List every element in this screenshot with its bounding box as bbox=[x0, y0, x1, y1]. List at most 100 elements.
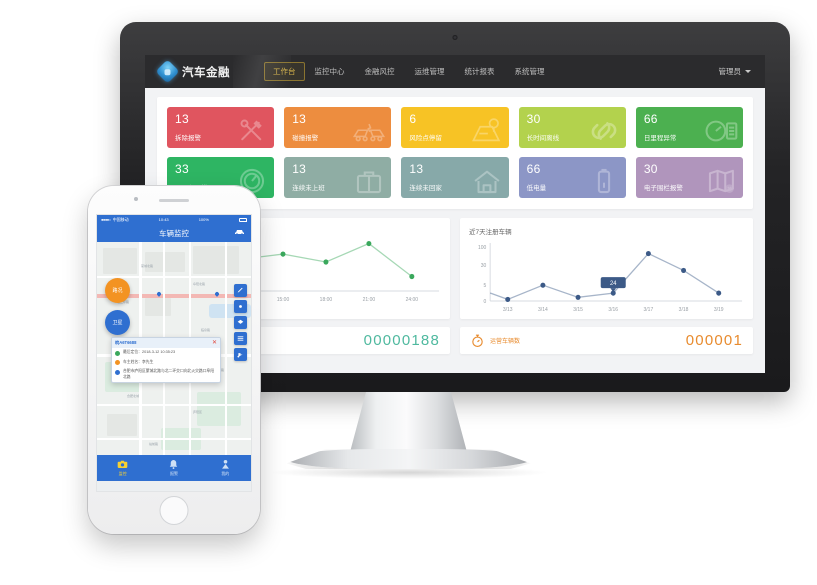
popup-header: 皖A6T6688 ✕ bbox=[112, 338, 220, 348]
tab-monitor[interactable]: 监控 bbox=[97, 459, 148, 477]
battery-icon bbox=[587, 166, 621, 196]
webcam-icon bbox=[452, 35, 458, 40]
speedometer-icon bbox=[235, 166, 269, 196]
layers-tool-icon[interactable] bbox=[234, 316, 247, 329]
stat-card-low-battery[interactable]: 66 低电量 bbox=[518, 157, 626, 198]
stat-card-risk-point-stay[interactable]: 6 风险点停留 bbox=[401, 107, 509, 148]
stat-label: 低电量 bbox=[526, 185, 547, 192]
status-dot-icon bbox=[115, 360, 120, 365]
status-dot-icon bbox=[115, 350, 120, 356]
bell-icon bbox=[170, 460, 178, 469]
brand-text: 汽车金融 bbox=[182, 66, 230, 79]
carrier-label: 中国移动 bbox=[112, 216, 129, 222]
edit-tool-icon[interactable] bbox=[234, 284, 247, 297]
counter-label: 运营车辆数 bbox=[490, 339, 521, 345]
user-menu-label: 管理员 bbox=[718, 67, 742, 76]
traffic-fab[interactable]: 路况 bbox=[105, 278, 130, 303]
map-label: 合肥北城 bbox=[127, 394, 140, 398]
person-icon bbox=[221, 459, 229, 469]
stat-card-long-offline[interactable]: 30 长时间离线 bbox=[518, 107, 626, 148]
close-icon[interactable]: ✕ bbox=[211, 340, 217, 346]
stat-cards-panel: 13 拆除报警 13 碰撞报警 bbox=[157, 97, 753, 209]
monitor-shadow bbox=[268, 466, 549, 479]
list-tool-icon[interactable] bbox=[234, 332, 247, 345]
stat-label: 碰撞报警 bbox=[292, 135, 319, 142]
svg-text:21:00: 21:00 bbox=[363, 297, 376, 303]
stat-value: 13 bbox=[175, 112, 189, 126]
stat-value: 30 bbox=[643, 162, 658, 176]
stat-value: 30 bbox=[526, 112, 541, 126]
svg-text:3/18: 3/18 bbox=[679, 307, 689, 313]
stat-label: 连续未上班 bbox=[292, 185, 325, 192]
brand[interactable]: 汽车金融 bbox=[155, 59, 230, 84]
svg-text:18:00: 18:00 bbox=[320, 297, 333, 303]
mobile-phone: ●●●●○ 中国移动 10:43 100% 车辆监控 bbox=[88, 186, 260, 534]
desktop-screen: 汽车金融 工作台 监控中心 金融风控 运维管理 统计报表 系统管理 管理员 bbox=[145, 55, 765, 373]
stat-card-daily-mileage-abnormal[interactable]: 66 日里程异常 bbox=[635, 107, 744, 148]
popup-row: 车主姓名：李先生 bbox=[112, 358, 220, 368]
link-broken-icon bbox=[587, 116, 621, 146]
tab-profile[interactable]: 我的 bbox=[200, 459, 251, 477]
popup-tail bbox=[128, 382, 136, 383]
nav-item-ops-management[interactable]: 运维管理 bbox=[414, 67, 445, 76]
counter-value: 00000188 bbox=[363, 332, 440, 349]
registrations-line-chart[interactable]: 100 30 5 0 3/13 3/14 3/15 3/16 3/17 3/18 3/19 24 bbox=[469, 239, 744, 315]
locate-tool-icon[interactable] bbox=[234, 300, 247, 313]
stat-label: 长时间离线 bbox=[526, 135, 560, 142]
stat-value: 33 bbox=[175, 162, 189, 176]
home-icon bbox=[470, 166, 504, 196]
map-label: 站前路 bbox=[149, 442, 159, 446]
signal-icon: ●●●●○ bbox=[101, 217, 111, 222]
stat-card-no-work-days[interactable]: 13 连续未上班 bbox=[284, 157, 392, 198]
map-area[interactable]: 蒙城北路 阜阳北路 北二环路 临泉路 合肥北城 庐阳区 四里河路 沿河路 站前路… bbox=[97, 242, 251, 455]
stat-card-collision-alarm[interactable]: 13 碰撞报警 bbox=[284, 107, 392, 148]
stat-label: 连续未回家 bbox=[409, 185, 442, 192]
stat-value: 66 bbox=[526, 162, 541, 176]
popup-row-text: 车主姓名：李先生 bbox=[123, 359, 154, 364]
tab-label: 报警 bbox=[169, 471, 178, 476]
nav-item-finance-risk[interactable]: 金融风控 bbox=[364, 67, 395, 76]
dashboard-content: 13 拆除报警 13 碰撞报警 bbox=[145, 88, 765, 354]
stat-label: 电子围栏报警 bbox=[643, 185, 683, 192]
counter-operating-vehicles: 运营车辆数 000001 bbox=[460, 327, 753, 354]
map-label: 阜阳北路 bbox=[193, 282, 206, 286]
svg-text:3/17: 3/17 bbox=[644, 307, 654, 313]
svg-text:24:00: 24:00 bbox=[406, 297, 419, 303]
app-bar: 车辆监控 bbox=[97, 224, 251, 242]
route-tool-icon[interactable] bbox=[234, 348, 247, 361]
map-pin-icon bbox=[470, 116, 504, 146]
counter-value: 000001 bbox=[685, 332, 743, 349]
nav-item-reports[interactable]: 统计报表 bbox=[464, 67, 495, 76]
stat-card-dismantle-alarm[interactable]: 13 拆除报警 bbox=[167, 107, 275, 148]
monitor-neck bbox=[349, 392, 468, 454]
stat-value: 13 bbox=[292, 112, 307, 126]
user-menu[interactable]: 管理员 bbox=[718, 66, 751, 77]
nav-item-workbench[interactable]: 工作台 bbox=[264, 62, 305, 81]
briefcase-icon bbox=[352, 166, 386, 196]
stat-card-geofence-alarm[interactable]: 30 电子围栏报警 bbox=[635, 157, 744, 198]
stat-label: 日里程异常 bbox=[643, 135, 677, 142]
tab-alarms[interactable]: 报警 bbox=[148, 459, 199, 477]
home-button[interactable] bbox=[159, 496, 189, 525]
popup-row-text: 合肥市庐阳区蒙城北路与北二环交口向北火灾路口阜阳北路 bbox=[123, 369, 215, 379]
satellite-fab[interactable]: 卫星 bbox=[105, 310, 130, 335]
chart-title: 近7天注册车辆 bbox=[469, 229, 512, 236]
svg-text:15:00: 15:00 bbox=[277, 297, 290, 303]
phone-screen: ●●●●○ 中国移动 10:43 100% 车辆监控 bbox=[96, 214, 252, 492]
map-fence-icon bbox=[704, 166, 738, 196]
bottom-tabbar: 监控 报警 我的 bbox=[97, 455, 251, 481]
nav-item-system-management[interactable]: 系统管理 bbox=[514, 67, 545, 76]
nav-items: 工作台 监控中心 金融风控 运维管理 统计报表 系统管理 bbox=[264, 62, 555, 81]
stat-value: 66 bbox=[643, 112, 658, 126]
stat-card-no-home-days[interactable]: 13 连续未回家 bbox=[401, 157, 509, 198]
nav-item-monitor-center[interactable]: 监控中心 bbox=[314, 67, 345, 76]
location-dot-icon bbox=[115, 369, 120, 375]
tools-icon bbox=[235, 116, 269, 146]
popup-row: 合肥市庐阳区蒙城北路与北二环交口向北火灾路口阜阳北路 bbox=[112, 367, 220, 382]
clock-label: 10:43 bbox=[158, 217, 169, 222]
stat-value: 13 bbox=[292, 162, 307, 176]
battery-percent-label: 100% bbox=[198, 217, 209, 222]
svg-text:5: 5 bbox=[484, 283, 487, 289]
car-icon[interactable] bbox=[234, 228, 245, 237]
